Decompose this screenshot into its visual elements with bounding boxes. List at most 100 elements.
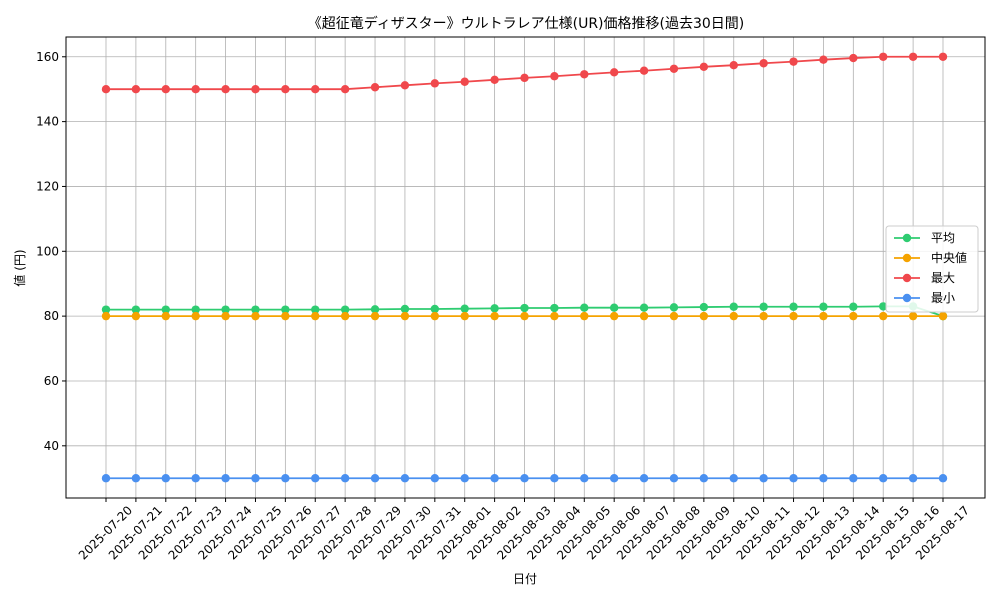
data-point (699, 62, 709, 72)
data-point (460, 311, 469, 321)
data-point (370, 83, 380, 92)
data-point (131, 311, 141, 321)
data-point (400, 304, 410, 314)
data-point (729, 311, 738, 321)
data-point (609, 303, 619, 312)
legend-label: 平均 (931, 231, 955, 245)
data-point (849, 302, 858, 311)
legend-label: 最小 (931, 291, 955, 305)
data-point (879, 474, 888, 483)
data-point (849, 311, 858, 321)
data-point (460, 304, 469, 313)
legend-swatch-marker (902, 253, 912, 263)
data-point (550, 311, 559, 321)
data-point (161, 311, 170, 321)
data-point (251, 84, 260, 94)
series-3 (101, 474, 948, 483)
data-point (161, 305, 170, 314)
data-point (609, 311, 619, 321)
data-point (191, 474, 200, 483)
data-point (281, 311, 290, 321)
legend-swatch-marker (902, 273, 912, 283)
data-point (340, 311, 350, 321)
data-point (520, 474, 529, 483)
y-tick-label: 160 (36, 50, 59, 64)
data-point (251, 474, 260, 483)
data-point (639, 474, 649, 483)
data-point (370, 311, 380, 321)
data-point (729, 302, 738, 311)
plot-frame (65, 36, 986, 499)
data-point (161, 474, 170, 483)
y-tick-label: 80 (44, 309, 59, 323)
legend-label: 中央値 (931, 250, 967, 265)
series-2 (101, 52, 948, 94)
data-point (430, 79, 440, 88)
data-point (938, 474, 948, 483)
data-point (759, 311, 768, 321)
legend-item: 平均 (894, 231, 955, 245)
data-point (908, 474, 918, 483)
data-point (101, 84, 111, 94)
data-point (789, 57, 798, 66)
data-point (400, 311, 410, 321)
data-point (430, 474, 440, 483)
data-point (101, 311, 111, 321)
data-point (580, 474, 589, 483)
y-tick-label: 140 (36, 115, 59, 129)
legend-label: 最大 (931, 271, 955, 285)
grid (66, 37, 985, 498)
data-point (580, 70, 589, 79)
data-point (490, 304, 499, 313)
data-point (370, 305, 380, 314)
legend-item: 中央値 (894, 250, 967, 265)
data-point (819, 302, 828, 311)
data-point (251, 311, 260, 321)
data-point (580, 303, 589, 312)
data-point (550, 72, 559, 81)
data-point (520, 311, 529, 321)
data-point (281, 305, 290, 314)
data-point (639, 311, 649, 321)
data-point (669, 474, 679, 483)
data-point (340, 305, 350, 314)
axes (62, 36, 986, 502)
data-point (131, 305, 141, 314)
data-point (639, 66, 649, 75)
data-point (789, 302, 798, 311)
data-point (699, 474, 709, 483)
series-1 (101, 311, 948, 321)
data-point (938, 311, 948, 321)
data-point (221, 84, 230, 94)
data-point (101, 305, 111, 314)
data-point (819, 55, 828, 64)
data-point (938, 52, 948, 61)
data-point (490, 75, 499, 84)
data-point (430, 304, 440, 314)
legend-swatch-marker (902, 233, 912, 243)
data-point (311, 311, 320, 321)
data-point (311, 305, 320, 314)
data-point (669, 311, 679, 321)
data-point (550, 303, 559, 313)
data-point (251, 305, 260, 314)
data-point (221, 474, 230, 483)
y-tick-label: 40 (44, 439, 59, 453)
legend-item: 最大 (894, 271, 955, 285)
data-point (191, 311, 200, 321)
data-point (699, 311, 709, 321)
legend-item: 最小 (894, 291, 955, 305)
data-point (311, 84, 320, 94)
data-point (191, 84, 200, 94)
chart-title: 《超征竜ディザスター》ウルトラレア仕様(UR)価格推移(過去30日間) (308, 15, 745, 32)
data-point (550, 474, 559, 483)
data-point (879, 52, 888, 61)
y-tick-label: 60 (44, 374, 59, 388)
data-point (311, 474, 320, 483)
data-point (789, 311, 798, 321)
data-point (849, 53, 858, 63)
data-point (759, 59, 768, 68)
data-point (400, 81, 410, 90)
data-point (370, 474, 380, 483)
